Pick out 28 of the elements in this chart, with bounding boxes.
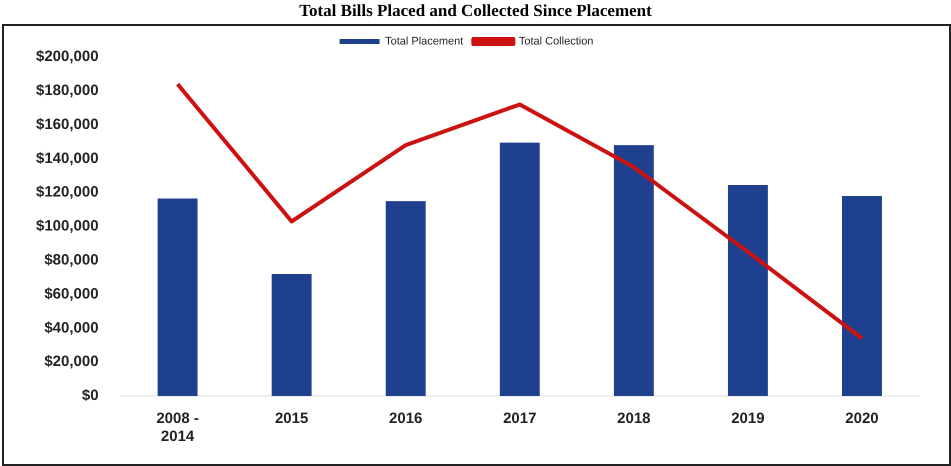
legend-label: Total Collection (518, 36, 594, 48)
x-tick-label: 2008 - 2014 (156, 410, 199, 446)
bar (272, 274, 312, 396)
y-tick-label: $60,000 (44, 285, 99, 302)
bar (728, 184, 768, 396)
y-tick-label: $180,000 (36, 82, 99, 100)
bar (614, 145, 654, 396)
y-tick-label: $120,000 (36, 184, 99, 201)
x-tick-label: 2018 (617, 410, 651, 428)
bar (500, 142, 540, 396)
bar (158, 198, 198, 396)
y-tick-label: $200,000 (36, 48, 99, 66)
y-tick-label: $100,000 (36, 218, 99, 235)
x-tick-label: 2019 (731, 410, 765, 428)
bar (386, 201, 426, 396)
x-tick-label: 2020 (845, 410, 879, 428)
y-tick-label: $140,000 (36, 150, 99, 167)
x-tick-label: 2015 (274, 410, 308, 428)
x-tick-label: 2016 (389, 410, 422, 428)
chart-title: Total Bills Placed and Collected Since Placement (298, 0, 653, 22)
x-tick-label: 2017 (503, 410, 536, 428)
legend-label: Total Placement (385, 36, 464, 48)
y-tick-label: $20,000 (44, 353, 99, 370)
y-tick-label: $160,000 (36, 116, 99, 133)
y-tick-label: $40,000 (44, 319, 99, 336)
y-tick-label: $80,000 (44, 252, 99, 269)
bar (842, 196, 882, 396)
y-tick-label: $0 (82, 387, 99, 404)
